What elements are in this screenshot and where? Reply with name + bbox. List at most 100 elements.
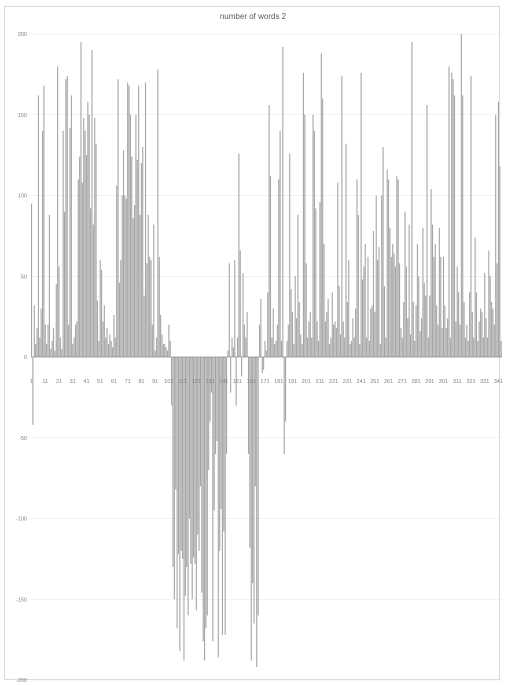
- bar: [408, 224, 410, 357]
- bar: [466, 324, 468, 357]
- bar: [37, 95, 39, 358]
- bar: [205, 357, 207, 629]
- bar: [261, 357, 263, 374]
- bar: [469, 292, 471, 357]
- bar: [366, 337, 368, 357]
- bar: [491, 302, 493, 357]
- bar: [110, 340, 112, 357]
- bar: [301, 344, 303, 357]
- bar: [478, 321, 480, 357]
- bar: [467, 340, 469, 357]
- bar: [166, 350, 169, 357]
- bar: [425, 295, 427, 357]
- bar: [35, 344, 37, 357]
- bar: [85, 155, 88, 358]
- bar: [290, 289, 292, 357]
- bar: [131, 156, 133, 357]
- bar: [209, 357, 211, 422]
- y-tick-label: 0: [24, 355, 27, 361]
- bar: [31, 203, 33, 357]
- bar: [339, 334, 342, 357]
- bar: [423, 282, 425, 357]
- bar: [449, 337, 451, 357]
- x-tick-label: 51: [97, 379, 103, 385]
- x-tick-label: 121: [192, 379, 201, 385]
- bar: [106, 327, 108, 357]
- bar: [41, 130, 44, 357]
- y-tick-label: -100: [16, 517, 27, 523]
- x-tick-label: 151: [233, 379, 242, 385]
- bar: [79, 156, 81, 357]
- bar: [151, 324, 153, 357]
- bar: [195, 357, 197, 611]
- bar: [231, 337, 233, 357]
- bar: [224, 357, 226, 635]
- bar: [357, 214, 359, 357]
- bar: [346, 302, 348, 357]
- x-tick-label: 141: [219, 379, 228, 385]
- x-tick-label: 101: [164, 379, 173, 385]
- bar: [235, 357, 237, 406]
- x-tick-label: 301: [439, 379, 448, 385]
- bar: [216, 357, 218, 441]
- bar: [420, 318, 423, 357]
- bar: [212, 357, 214, 642]
- bar: [230, 357, 232, 393]
- x-tick-label: 211: [316, 379, 325, 385]
- bar: [76, 321, 78, 357]
- bar: [500, 340, 502, 357]
- bar: [149, 256, 151, 357]
- x-tick-label: 271: [398, 379, 407, 385]
- bar: [246, 311, 248, 357]
- bar: [495, 114, 497, 357]
- bar: [442, 256, 445, 357]
- bar: [473, 337, 475, 357]
- bar: [243, 324, 245, 357]
- bar: [293, 344, 295, 357]
- bar: [348, 260, 350, 357]
- bar: [63, 211, 66, 357]
- x-tick-label: 291: [425, 379, 434, 385]
- y-tick-label: -150: [16, 597, 27, 603]
- bar: [360, 72, 362, 357]
- bar: [328, 344, 331, 357]
- bar: [331, 292, 333, 357]
- bar: [228, 263, 230, 357]
- bar: [70, 95, 72, 358]
- bar: [334, 321, 336, 357]
- bar: [182, 357, 184, 559]
- bar: [113, 315, 115, 357]
- bar: [135, 114, 137, 357]
- bar: [319, 201, 321, 357]
- y-tick-label: 150: [18, 113, 27, 119]
- bar: [36, 327, 38, 357]
- bar: [492, 308, 494, 357]
- bar: [191, 357, 193, 600]
- bar: [142, 147, 144, 357]
- bar: [278, 179, 280, 357]
- bar: [87, 101, 89, 357]
- bar: [271, 337, 273, 357]
- bar: [254, 357, 256, 487]
- bar: [375, 195, 377, 357]
- bar: [389, 227, 391, 357]
- bar: [133, 205, 136, 357]
- bar: [223, 357, 225, 532]
- bar: [386, 169, 388, 357]
- bar: [372, 231, 375, 357]
- bar: [327, 298, 329, 357]
- bar: [59, 337, 61, 357]
- bar: [361, 279, 364, 357]
- bar: [405, 266, 407, 357]
- bar: [379, 344, 381, 357]
- bar: [66, 75, 68, 358]
- bar: [58, 266, 60, 357]
- bar: [225, 357, 228, 454]
- bar: [296, 318, 298, 357]
- bar: [350, 340, 353, 357]
- x-tick-label: 1: [30, 379, 33, 385]
- bar: [187, 357, 189, 616]
- x-tick-label: 171: [260, 379, 269, 385]
- bar: [322, 98, 324, 357]
- bar: [388, 179, 390, 357]
